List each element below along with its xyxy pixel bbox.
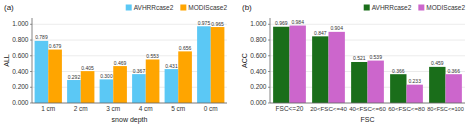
bar [211,27,225,103]
x-tick-label: 5 cm [171,105,185,112]
legend-swatch [180,5,186,11]
y-axis-label: ACC [241,53,248,68]
x-tick-label: 4 cm [139,105,153,112]
data-labels: 0.9690.8470.5210.3660.4590.9840.9040.539… [275,19,460,84]
legend-label: MODIScase2 [426,4,465,11]
y-tick-label: 1.000 [250,20,267,27]
bar [113,66,127,103]
data-label: 0.233 [408,78,421,84]
bar [273,27,289,103]
data-label: 0.553 [146,53,159,59]
panel: 0.000 0.200 0.400 0.600 0.800 1.000 0.789 0.292… [3,3,227,124]
bar [67,80,81,103]
data-label: 0.984 [291,19,304,25]
legend-swatch [364,5,370,11]
legend-swatch [418,5,424,11]
data-label: 0.366 [392,68,405,74]
y-tick-label: 0.000 [12,99,29,106]
x-tick-label: FSC<=20 [276,105,304,112]
bar [368,61,384,103]
y-tick-label: 0.200 [250,83,267,90]
x-axis [270,103,465,104]
y-tick-label: 0.400 [12,68,29,75]
x-tick-label: 80<FSC<=100 [427,106,464,112]
x-axis-label: FSC [361,116,375,123]
data-label: 0.969 [275,20,288,26]
legend: AVHRRcase2 MODIScase2 [364,4,466,11]
data-label: 0.847 [314,30,327,36]
x-axis-label: snow depth [112,116,148,124]
bars [35,26,225,103]
legend-swatch [126,5,132,11]
y-axis-label: ALL [3,54,10,67]
x-axis [32,103,227,104]
bar [165,69,179,103]
bar [351,62,367,103]
bar [146,59,160,103]
x-tick-label: 2 cm [74,105,88,112]
bar [290,26,306,103]
bar [429,67,445,103]
figure: 0.000 0.200 0.400 0.600 0.800 1.000 0.789 0.292… [0,0,474,130]
y-tick-label: 0.000 [250,99,267,106]
legend-label: MODIScase2 [188,4,227,11]
data-label: 0.366 [447,68,460,74]
bar [446,74,462,103]
data-label: 0.405 [81,65,94,71]
bar [312,36,328,103]
bar [197,26,211,103]
data-label: 0.679 [49,43,62,49]
x-tick-label: 20<FSC<=40 [310,105,347,112]
y-tick-label: 0.600 [12,52,29,59]
title: (b) [242,3,252,12]
y-tick-label: 0.800 [250,36,267,43]
data-label: 0.459 [431,60,444,66]
y-tick-label: 0.400 [250,68,267,75]
data-label: 0.539 [369,54,382,60]
bar [100,79,114,103]
grid-line [270,103,465,104]
data-label: 0.431 [165,63,178,69]
y-tick-label: 1.000 [12,20,29,27]
legend: AVHRRcase2 MODIScase2 [126,4,228,11]
data-label: 0.789 [35,34,48,40]
x-tick-label: 60<FSC<=80 [388,105,425,112]
y-tick-label: 0.800 [12,36,29,43]
bar [132,74,146,103]
grid-line [32,103,227,104]
bar [178,51,192,103]
title: (a) [4,3,14,12]
data-label: 0.300 [100,73,113,79]
bar [48,50,62,103]
bar [407,85,423,103]
bar [35,41,49,103]
x-tick-label: 40<FSC<=60 [349,105,386,112]
x-tick-label: 1 cm [41,105,55,112]
bars [273,26,462,103]
data-label: 0.292 [68,74,81,80]
x-tick-label: 0 cm [204,105,218,112]
x-tick-label: 3 cm [106,105,120,112]
bar [329,32,345,103]
bar [390,74,406,103]
bar [81,71,95,103]
legend-label: AVHRRcase2 [134,4,174,11]
data-label: 0.904 [330,25,343,31]
data-label: 0.656 [179,45,192,51]
data-label: 0.965 [211,21,224,27]
y-axis [270,18,271,103]
data-label: 0.367 [133,68,146,74]
data-label: 0.469 [114,60,127,66]
y-axis [32,18,33,103]
legend-label: AVHRRcase2 [372,4,412,11]
y-tick-label: 0.600 [250,52,267,59]
data-labels: 0.789 0.292 0.300 0.367 0.431 0.975 0.679 0.405… [35,20,224,80]
panel: 0.000 0.200 0.400 0.600 0.800 1.000 0.969 0.847… [241,3,465,123]
data-label: 0.521 [353,55,366,61]
y-tick-label: 0.200 [12,83,29,90]
data-label: 0.975 [198,20,211,26]
